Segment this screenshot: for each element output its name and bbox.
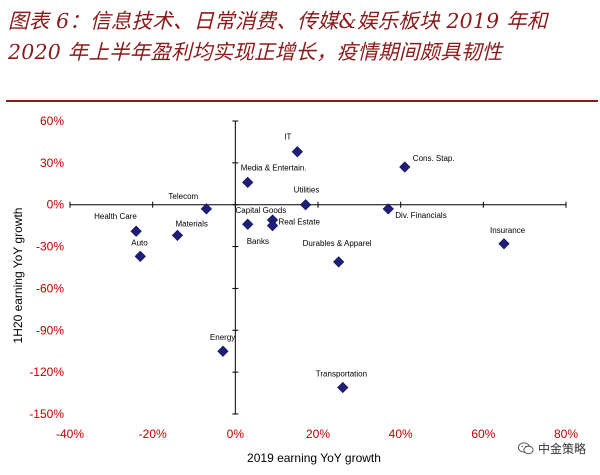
data-point xyxy=(291,146,303,158)
data-point xyxy=(266,220,279,232)
data-point-label: Media & Entertain. xyxy=(241,163,307,172)
data-point xyxy=(337,381,349,394)
data-point xyxy=(130,225,142,237)
data-point-label: IT xyxy=(284,133,291,142)
title-divider xyxy=(6,100,598,102)
watermark: 中金策略 xyxy=(517,440,586,457)
x-tick-label: 40% xyxy=(389,427,413,441)
data-point xyxy=(242,218,254,230)
data-point-label: Energy xyxy=(210,333,235,342)
data-point-label: Cons. Stap. xyxy=(413,154,455,163)
x-tick-label: -20% xyxy=(139,427,167,441)
y-tick-label: -90% xyxy=(36,323,64,337)
y-tick-label: 0% xyxy=(47,198,65,212)
data-point xyxy=(382,203,394,215)
y-tick-label: 60% xyxy=(40,114,64,128)
data-point xyxy=(217,345,229,357)
data-point xyxy=(333,256,345,268)
data-point-label: Transportation xyxy=(316,369,367,378)
x-tick-label: 60% xyxy=(471,427,495,441)
data-point xyxy=(299,199,312,211)
data-point-label: Real Estate xyxy=(279,218,321,227)
data-point xyxy=(200,203,213,215)
y-tick-label: 30% xyxy=(40,156,64,170)
chart-title: 图表 6：信息技术、日常消费、传媒&娱乐板块 2019 年和 2020 年上半年… xyxy=(8,9,548,64)
data-point-label: Telecom xyxy=(168,192,198,201)
data-point xyxy=(134,250,146,262)
data-point-label: Insurance xyxy=(490,226,526,235)
data-point-label: Health Care xyxy=(94,212,137,221)
wechat-icon xyxy=(517,442,534,455)
data-point xyxy=(399,161,411,173)
x-axis-title: 2019 earning YoY growth xyxy=(247,451,381,465)
scatter-chart: -40% -20% 0% 20% 40% 60% 80% 60% 30% 0% -30% -60% -9… xyxy=(11,114,578,465)
y-tick-label: -120% xyxy=(29,365,64,379)
data-point-label: Utilities xyxy=(294,186,320,195)
y-tick-label: -60% xyxy=(36,281,64,295)
watermark-text: 中金策略 xyxy=(537,442,586,456)
x-tick-label: -40% xyxy=(56,427,84,441)
y-tick-label: -30% xyxy=(36,240,64,254)
x-tick-label: 80% xyxy=(554,427,578,441)
data-point xyxy=(171,229,184,242)
x-tick-label: 20% xyxy=(306,427,330,441)
data-point-label: Div. Financials xyxy=(395,211,446,220)
y-tick-label: -150% xyxy=(29,407,64,421)
y-axis-title: 1H20 earning YoY growth xyxy=(11,208,25,344)
data-point-label: Auto xyxy=(131,238,148,247)
x-tick-label: 0% xyxy=(227,427,245,441)
data-point xyxy=(242,176,254,189)
data-point-label: Banks xyxy=(247,237,269,246)
data-point-label: Materials xyxy=(175,219,207,228)
data-point-label: Capital Goods xyxy=(236,206,287,215)
data-point-label: Durables & Apparel xyxy=(303,239,372,248)
data-point xyxy=(498,238,510,250)
